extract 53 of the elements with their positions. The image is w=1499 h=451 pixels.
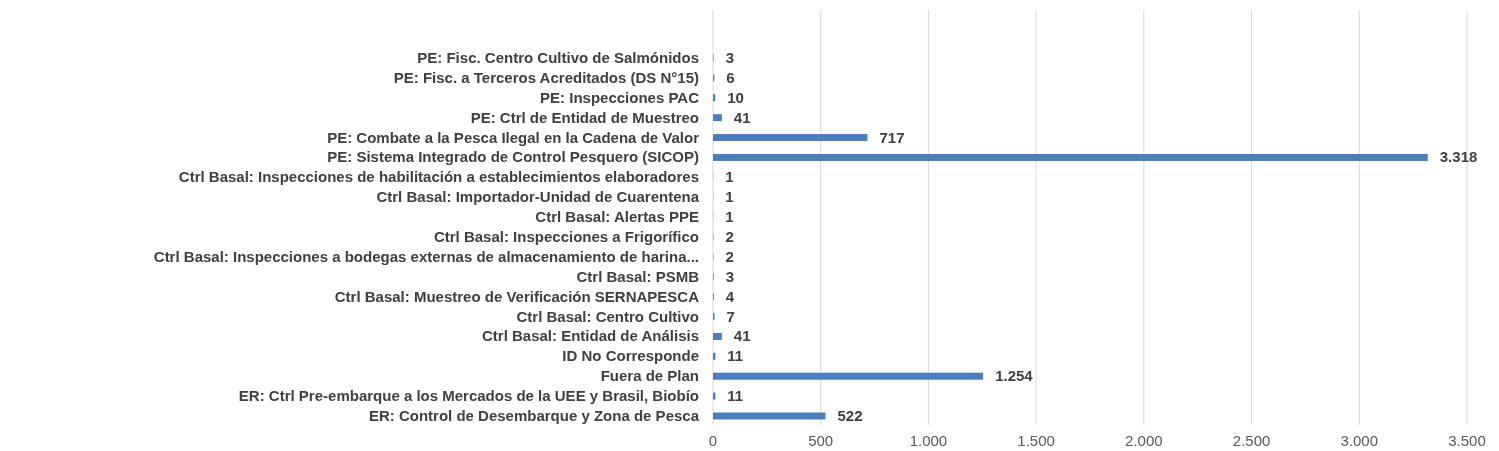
x-tick-label: 1.500 xyxy=(1017,432,1055,449)
data-label: 6 xyxy=(726,68,735,86)
y-tick-label: ER: Ctrl Pre-embarque a los Mercados de la UEE y Brasil, Biobío xyxy=(238,387,699,405)
x-tick-label: 0 xyxy=(708,432,718,449)
y-tick-label: PE: Fisc. Centro Cultivo de Salmónidos xyxy=(417,49,699,66)
y-tick-label: ER: Control de Desembarque y Zona de Pesca xyxy=(368,407,700,424)
data-label: 2 xyxy=(725,247,734,265)
y-tick-label: Ctrl Basal: Inspecciones a Frigorífico xyxy=(433,228,699,245)
y-tick-label: Ctrl Basal: Centro Cultivo xyxy=(516,307,699,325)
y-tick-label: PE: Inspecciones PAC xyxy=(540,88,700,106)
data-label: 41 xyxy=(733,108,751,126)
bar xyxy=(713,372,984,380)
x-tick-label: 2.000 xyxy=(1125,432,1163,449)
data-label: 11 xyxy=(727,387,744,405)
y-tick-label: Fuera de Plan xyxy=(600,367,699,385)
x-tick-label: 3.500 xyxy=(1448,432,1486,449)
data-label: 7 xyxy=(726,307,735,325)
x-tick-label: 2.500 xyxy=(1232,432,1271,449)
bar xyxy=(713,134,868,142)
data-label: 1.254 xyxy=(995,367,1034,385)
x-tick-label: 3.000 xyxy=(1340,432,1379,449)
y-tick-label: ID No Corresponde xyxy=(562,347,699,365)
data-label: 717 xyxy=(879,128,905,146)
data-label: 1 xyxy=(725,188,734,206)
data-label: 3.318 xyxy=(1439,148,1478,166)
bar xyxy=(713,332,722,340)
y-tick-label: Ctrl Basal: Muestreo de Verificación SERNAPESCA xyxy=(334,287,700,305)
data-label: 1 xyxy=(725,208,734,226)
data-label: 3 xyxy=(725,49,734,66)
x-tick-label: 500 xyxy=(808,432,834,449)
y-tick-label: PE: Combate a la Pesca Ilegal en la Cadena de Valor xyxy=(327,128,700,146)
data-label: 1 xyxy=(725,168,734,186)
data-label: 2 xyxy=(725,228,734,245)
data-label: 41 xyxy=(733,327,751,345)
data-label: 522 xyxy=(837,407,863,424)
y-tick-label: PE: Sistema Integrado de Control Pesquero (SICOP) xyxy=(327,148,699,166)
y-tick-label: Ctrl Basal: Alertas PPE xyxy=(535,208,699,226)
y-tick-label: PE: Ctrl de Entidad de Muestreo xyxy=(470,108,699,126)
y-tick-label: PE: Fisc. a Terceros Acreditados (DS N°15) xyxy=(393,68,699,86)
x-tick-label: 1.000 xyxy=(909,432,948,449)
y-tick-label: Ctrl Basal: Inspecciones a bodegas externas de almacenamiento de harina... xyxy=(153,247,699,265)
bar xyxy=(713,114,722,122)
y-tick-label: Ctrl Basal: PSMB xyxy=(576,267,700,285)
bar xyxy=(713,412,826,420)
data-label: 3 xyxy=(725,267,734,285)
data-label: 10 xyxy=(727,88,744,106)
y-tick-label: Ctrl Basal: Inspecciones de habilitación a establecimientos elaboradores xyxy=(178,168,699,186)
bar xyxy=(713,153,1428,161)
bar xyxy=(713,94,716,102)
y-tick-label: Ctrl Basal: Importador-Unidad de Cuarentena xyxy=(376,188,700,206)
y-tick-label: Ctrl Basal: Entidad de Análisis xyxy=(482,327,699,345)
data-label: 11 xyxy=(727,347,744,365)
data-label: 4 xyxy=(725,287,735,305)
